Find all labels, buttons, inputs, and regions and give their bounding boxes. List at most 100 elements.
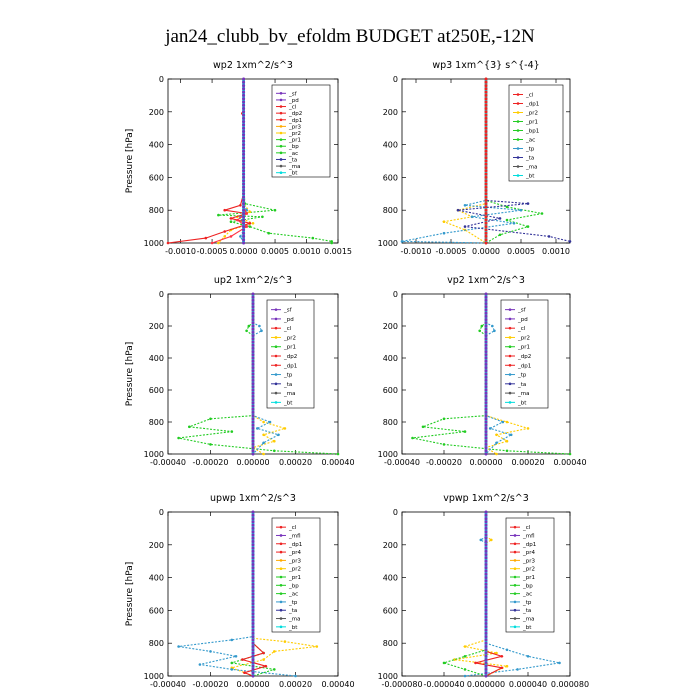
series-point (505, 449, 509, 453)
legend-marker (279, 617, 283, 620)
legend-marker (279, 111, 283, 115)
legend-marker (279, 592, 283, 595)
y-tick-label: 1000 (378, 239, 398, 248)
y-tick-label: 400 (383, 141, 398, 150)
zero-line-marker (484, 452, 488, 456)
zero-line-marker (242, 80, 246, 84)
zero-line-marker (484, 295, 488, 299)
legend-entry: _pr3 (522, 558, 536, 564)
legend-entry: _pr1 (522, 575, 535, 581)
zero-line-marker (251, 423, 255, 427)
legend-marker (274, 363, 278, 367)
series-point (217, 213, 220, 217)
zero-line-marker (484, 585, 488, 589)
legend-marker (279, 144, 283, 148)
zero-line-marker (484, 674, 488, 678)
legend-entry: _tp (517, 373, 527, 379)
x-tick-label: -0.00040 (384, 458, 420, 467)
y-tick-label: 1000 (144, 450, 164, 459)
legend-marker (279, 98, 283, 102)
zero-line-marker (484, 446, 488, 450)
zero-line-marker (251, 631, 255, 635)
zero-line-marker (484, 559, 488, 563)
series-point (516, 668, 519, 671)
series-point (568, 452, 572, 456)
zero-line-marker (484, 120, 488, 124)
zero-line-marker (251, 513, 255, 517)
zero-line-marker (484, 346, 488, 350)
zero-line-marker (484, 526, 488, 530)
zero-line-marker (251, 439, 255, 443)
series-point (505, 664, 509, 668)
zero-line-marker (242, 185, 246, 189)
x-tick-label: -0.0005 (197, 247, 228, 256)
legend-entry: _dp1 (525, 102, 539, 108)
zero-line-marker (251, 436, 255, 440)
zero-line-marker (484, 375, 488, 379)
series-point (540, 212, 544, 215)
zero-line-marker (484, 292, 488, 296)
series-point (311, 236, 315, 240)
zero-line-marker (251, 340, 255, 344)
series-point (262, 658, 265, 661)
zero-line-marker (251, 608, 255, 612)
zero-line-marker (251, 372, 255, 376)
zero-line-marker (484, 543, 488, 547)
zero-line-marker (251, 394, 255, 398)
legend-marker (516, 174, 520, 177)
legend-marker (274, 326, 278, 330)
legend-entry: _tp (525, 147, 535, 153)
zero-line-marker (251, 407, 255, 411)
zero-line-marker (484, 645, 488, 648)
series-line-pr2 (218, 79, 255, 244)
series-point (273, 208, 277, 212)
y-tick-label: 0 (393, 508, 398, 517)
zero-line-marker (484, 192, 488, 196)
zero-line-marker (484, 658, 488, 662)
y-tick-label: 200 (149, 541, 164, 550)
legend-marker (513, 567, 517, 570)
series-point (241, 658, 244, 661)
zero-line-marker (251, 378, 255, 382)
zero-line-marker (484, 369, 488, 373)
legend-entry: _ma (288, 164, 300, 170)
zero-line-marker (484, 410, 488, 414)
zero-line-marker (251, 433, 255, 437)
zero-line-marker (251, 362, 255, 366)
zero-line-marker (484, 638, 488, 642)
zero-line-marker (251, 404, 255, 408)
zero-line-marker (484, 426, 488, 430)
zero-line-marker (251, 337, 255, 341)
zero-line-marker (484, 182, 488, 186)
legend-marker (279, 151, 283, 155)
zero-line-marker (484, 582, 488, 586)
series-point (273, 650, 276, 653)
zero-line-marker (242, 100, 246, 104)
y-axis-label: Pressure [hPa] (125, 562, 135, 627)
x-tick-label: 0.00040 (321, 680, 354, 689)
x-tick-label: -0.00040 (150, 680, 186, 689)
series-point (268, 420, 272, 424)
zero-line-marker (242, 172, 246, 176)
zero-line-marker (484, 179, 488, 183)
zero-line-marker (484, 337, 488, 341)
legend-entry: _pr3 (288, 124, 302, 130)
zero-line-marker (484, 523, 488, 527)
legend-marker (274, 401, 278, 404)
x-tick-label: 0.00040 (321, 458, 354, 467)
zero-line-marker (242, 120, 246, 124)
series-point (230, 668, 234, 671)
zero-line-marker (484, 228, 488, 232)
zero-line-marker (251, 327, 255, 331)
zero-line-marker (484, 212, 488, 215)
zero-line-marker (484, 241, 488, 245)
zero-line-marker (242, 195, 246, 199)
series-point (209, 443, 212, 446)
zero-line-marker (251, 353, 255, 357)
zero-line-marker (242, 166, 246, 170)
legend-marker (274, 336, 278, 339)
y-tick-label: 200 (383, 108, 398, 117)
legend-marker (279, 118, 283, 122)
legend-marker (513, 550, 517, 554)
zero-line-marker (242, 228, 246, 232)
